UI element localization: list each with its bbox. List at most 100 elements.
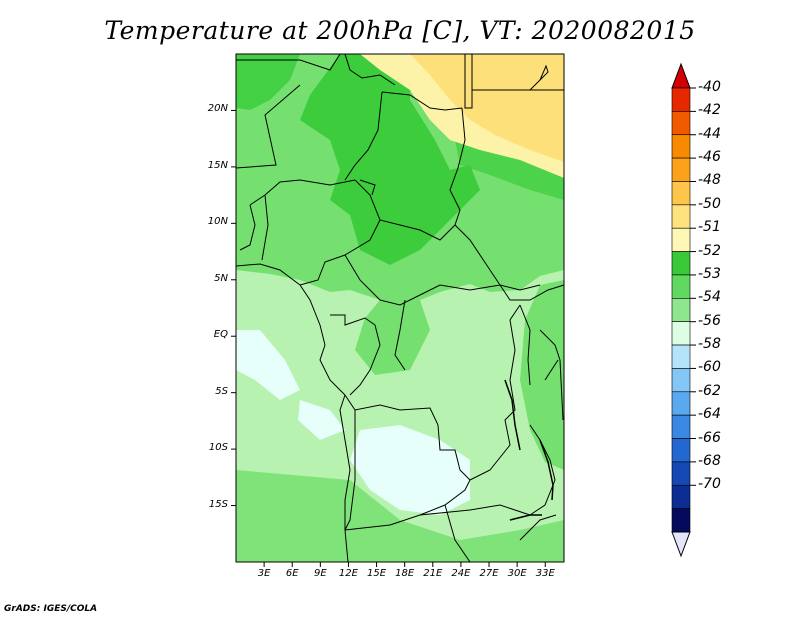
lon-label: 3E (257, 568, 271, 579)
colorbar-bin (671, 251, 691, 276)
border-sudan-chad (449, 107, 466, 226)
lat-label: 5S (215, 385, 228, 397)
border-libya-chad (381, 91, 463, 111)
border-car-south (419, 284, 541, 296)
lat-label: 15S (208, 498, 228, 510)
colorbar-label: -58 (698, 336, 721, 353)
colorbar-label: -53 (698, 265, 721, 282)
border-drc-east (469, 304, 521, 481)
colorbar-bin (671, 157, 691, 182)
border-gabon-north (330, 314, 376, 326)
lon-label: 18E (395, 568, 415, 579)
border-north-segment (344, 53, 351, 71)
border-car-west (344, 254, 421, 306)
colorbar-bin (671, 227, 691, 252)
axis-ticks (231, 109, 546, 567)
lon-label: 24E (451, 568, 471, 579)
border-kenya (539, 329, 561, 361)
border-nigeria-west (261, 194, 269, 261)
lon-label: 15E (367, 568, 387, 579)
border-south-west (344, 529, 349, 563)
colorbar (671, 62, 696, 558)
colorbar-bin (671, 181, 691, 206)
colorbar-bin (671, 391, 691, 416)
lake-chad (359, 179, 376, 196)
lat-label: 10S (208, 442, 228, 454)
coast-red-sea (529, 64, 549, 91)
lat-label: 20N (207, 103, 228, 115)
colorbar-label: -56 (698, 312, 721, 329)
border-zimbabwe (519, 514, 557, 541)
border-angola-east (437, 424, 471, 481)
colorbar-label: -62 (698, 382, 721, 399)
colorbar-bin (671, 484, 691, 509)
colorbar-label: -52 (698, 242, 721, 259)
border-sahara (349, 69, 396, 86)
colorbar-bin (671, 87, 691, 112)
border-uganda (519, 304, 531, 386)
border-drc-north (394, 299, 406, 371)
colorbar-label: -51 (698, 219, 721, 236)
lon-label: 27E (479, 568, 499, 579)
lake-malawi (539, 439, 554, 501)
field-dark-green-band (300, 54, 480, 265)
colorbar-label: -46 (698, 149, 721, 166)
border-nigeria-north (249, 179, 356, 206)
colorbar-label: -40 (698, 79, 721, 95)
coast-gulf-guinea (235, 263, 301, 286)
coast-cameroon (299, 284, 321, 326)
colorbar-bottom-cap (671, 531, 691, 558)
border-car-north (379, 219, 501, 286)
colorbar-label: -42 (698, 102, 721, 119)
border-lake-victoria (544, 359, 559, 381)
temperature-field (236, 54, 564, 562)
colorbar-bin (671, 508, 691, 533)
lat-label: 5N (214, 272, 228, 284)
field-mid-green-central (355, 300, 430, 375)
field-ice-angola (298, 400, 345, 440)
lat-label: 15N (207, 159, 228, 171)
colorbar-label: -66 (698, 429, 721, 446)
colorbar-label: -44 (698, 125, 721, 142)
border-mali-niger (235, 84, 301, 169)
border-botswana (444, 504, 471, 563)
colorbar-bin (671, 274, 691, 299)
border-malawi (529, 424, 556, 516)
credit-label: GrADS: IGES/COLA (4, 604, 98, 614)
colorbar-bin (671, 344, 691, 369)
colorbar-label: -64 (698, 406, 721, 423)
colorbar-label: -48 (698, 172, 721, 189)
field-dark-green-nw (236, 54, 300, 110)
map-frame (235, 53, 565, 563)
border-namibia (344, 479, 471, 531)
lon-label: 9E (313, 568, 327, 579)
lake-tanganyika (504, 379, 521, 451)
colorbar-label: -54 (698, 289, 721, 306)
border-gabon-west (319, 324, 346, 396)
field-mid-green-south (236, 470, 564, 562)
lake-kariba (509, 514, 542, 521)
colorbar-label: -70 (698, 476, 721, 493)
coast-east (559, 359, 564, 421)
border-northwest (236, 53, 341, 71)
border-benin (239, 204, 256, 251)
lon-label: 6E (285, 568, 299, 579)
border-egypt-sudan (464, 54, 564, 109)
colorbar-label: -50 (698, 195, 721, 212)
colorbar-top-cap (671, 62, 691, 89)
border-zambia-south (419, 504, 531, 516)
lat-label: 10N (207, 216, 228, 228)
border-angola-west (344, 410, 356, 531)
map-title: Temperature at 200hPa [C], VT: 202008201… (104, 16, 696, 45)
field-yellow (410, 54, 564, 162)
border-congo (349, 324, 381, 396)
border-south-sudan (499, 284, 565, 301)
colorbar-bin (671, 414, 691, 439)
colorbar-label: -68 (698, 452, 721, 469)
lon-label: 21E (423, 568, 443, 579)
border-chad-west (344, 91, 383, 181)
border-cameroon (299, 179, 381, 286)
colorbar-bin (671, 438, 691, 463)
colorbar-bin (671, 321, 691, 346)
